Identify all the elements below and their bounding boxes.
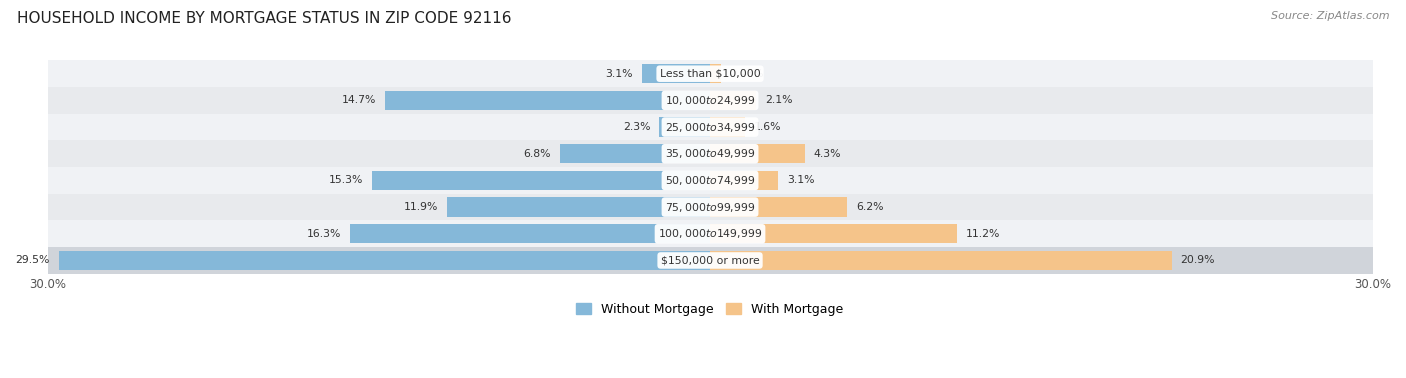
Bar <box>710 224 957 243</box>
Bar <box>385 91 710 110</box>
Text: 4.3%: 4.3% <box>814 149 841 159</box>
Bar <box>48 114 1372 140</box>
Text: $100,000 to $149,999: $100,000 to $149,999 <box>658 227 762 240</box>
Text: 3.1%: 3.1% <box>787 175 815 186</box>
Text: 1.6%: 1.6% <box>754 122 782 132</box>
Text: 6.2%: 6.2% <box>856 202 883 212</box>
Bar <box>350 224 710 243</box>
Text: Less than $10,000: Less than $10,000 <box>659 69 761 79</box>
Text: 6.8%: 6.8% <box>523 149 551 159</box>
Text: $150,000 or more: $150,000 or more <box>661 256 759 265</box>
Text: 29.5%: 29.5% <box>15 256 49 265</box>
Bar <box>373 171 710 190</box>
Bar <box>710 197 846 217</box>
Text: 2.3%: 2.3% <box>623 122 651 132</box>
Text: $10,000 to $24,999: $10,000 to $24,999 <box>665 94 755 107</box>
Text: 20.9%: 20.9% <box>1181 256 1215 265</box>
Text: 11.2%: 11.2% <box>966 229 1001 239</box>
Text: 15.3%: 15.3% <box>329 175 363 186</box>
Bar <box>48 194 1372 220</box>
Text: $25,000 to $34,999: $25,000 to $34,999 <box>665 121 755 133</box>
Bar <box>710 118 745 137</box>
Bar <box>659 118 710 137</box>
Text: HOUSEHOLD INCOME BY MORTGAGE STATUS IN ZIP CODE 92116: HOUSEHOLD INCOME BY MORTGAGE STATUS IN Z… <box>17 11 512 26</box>
Legend: Without Mortgage, With Mortgage: Without Mortgage, With Mortgage <box>571 298 849 321</box>
Text: 16.3%: 16.3% <box>307 229 342 239</box>
Bar <box>48 220 1372 247</box>
Bar <box>447 197 710 217</box>
Text: 11.9%: 11.9% <box>404 202 439 212</box>
Bar <box>710 64 721 83</box>
Text: 3.1%: 3.1% <box>605 69 633 79</box>
Bar <box>48 87 1372 114</box>
Text: 0.48%: 0.48% <box>730 69 763 79</box>
Bar <box>48 167 1372 194</box>
Bar <box>48 247 1372 274</box>
Bar <box>710 171 779 190</box>
Bar <box>710 251 1171 270</box>
Text: $75,000 to $99,999: $75,000 to $99,999 <box>665 201 755 214</box>
Bar <box>710 91 756 110</box>
Text: 14.7%: 14.7% <box>342 95 377 105</box>
Bar <box>59 251 710 270</box>
Bar <box>560 144 710 163</box>
Bar <box>48 60 1372 87</box>
Bar <box>48 140 1372 167</box>
Text: $35,000 to $49,999: $35,000 to $49,999 <box>665 147 755 160</box>
Text: 2.1%: 2.1% <box>765 95 793 105</box>
Bar <box>710 144 806 163</box>
Text: Source: ZipAtlas.com: Source: ZipAtlas.com <box>1271 11 1389 21</box>
Text: $50,000 to $74,999: $50,000 to $74,999 <box>665 174 755 187</box>
Bar <box>641 64 710 83</box>
